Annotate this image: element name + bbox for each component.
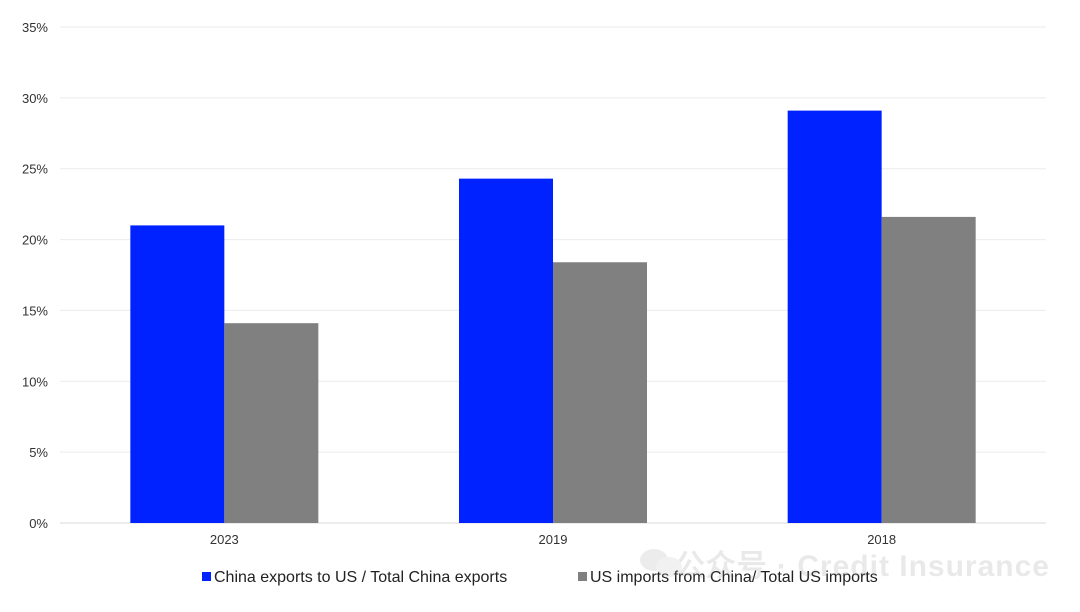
bar-us-imports-2018: [881, 216, 976, 523]
x-axis: 2023 2019 2018: [210, 532, 896, 547]
x-tick-label: 2018: [867, 532, 896, 547]
y-tick-label: 5%: [29, 445, 48, 460]
legend: China exports to US / Total China export…: [202, 569, 878, 586]
legend-swatch: [202, 572, 211, 581]
x-tick-label: 2019: [539, 532, 568, 547]
x-tick-label: 2023: [210, 532, 239, 547]
legend-label: China exports to US / Total China export…: [214, 569, 507, 586]
bar-china-exports-2019: [459, 178, 553, 524]
bar-us-imports-2019: [553, 262, 647, 523]
y-tick-label: 35%: [22, 20, 48, 35]
legend-label: US imports from China/ Total US imports: [590, 569, 878, 586]
y-tick-label: 15%: [22, 303, 48, 318]
y-axis: 0% 5% 10% 15% 20% 25% 30% 35%: [22, 20, 48, 531]
y-tick-label: 0%: [29, 516, 48, 531]
legend-swatch: [578, 572, 587, 581]
y-tick-label: 10%: [22, 374, 48, 389]
bars: [130, 110, 976, 524]
bar-china-exports-2023: [130, 225, 225, 523]
y-tick-label: 25%: [22, 162, 48, 177]
bar-china-exports-2018: [787, 110, 882, 524]
y-tick-label: 30%: [22, 91, 48, 106]
bar-us-imports-2023: [224, 323, 319, 523]
y-tick-label: 20%: [22, 233, 48, 248]
